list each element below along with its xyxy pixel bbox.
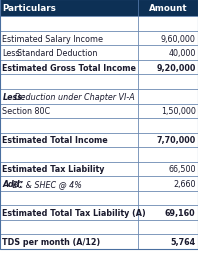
Bar <box>138 119 198 133</box>
Bar <box>138 17 198 32</box>
Bar <box>0 220 138 234</box>
Bar <box>138 90 198 104</box>
Text: 69,160: 69,160 <box>165 208 196 217</box>
Text: Deduction under Chapter VI-A: Deduction under Chapter VI-A <box>12 92 134 101</box>
Text: Estimated Total Income: Estimated Total Income <box>2 136 108 145</box>
Text: Estimated Gross Total Income: Estimated Gross Total Income <box>2 64 136 72</box>
Text: Particulars: Particulars <box>2 4 56 13</box>
Text: TDS per month (A/12): TDS per month (A/12) <box>2 237 101 246</box>
Bar <box>0 133 138 148</box>
Bar <box>0 119 138 133</box>
Bar <box>138 75 198 90</box>
Text: Less:: Less: <box>2 49 23 58</box>
Bar <box>138 162 198 177</box>
Bar <box>138 104 198 119</box>
Text: Standard Deduction: Standard Deduction <box>12 49 97 58</box>
Bar <box>0 61 138 75</box>
Bar <box>138 61 198 75</box>
Text: Section 80C: Section 80C <box>2 107 50 116</box>
Bar <box>0 0 138 17</box>
Bar <box>0 32 138 46</box>
Text: Estimated Salary Income: Estimated Salary Income <box>2 35 103 43</box>
Text: Less:: Less: <box>2 92 26 101</box>
Bar <box>138 191 198 205</box>
Bar <box>138 148 198 162</box>
Bar <box>138 0 198 17</box>
Bar <box>0 75 138 90</box>
Bar <box>0 17 138 32</box>
Text: 5,764: 5,764 <box>170 237 196 246</box>
Bar <box>138 46 198 61</box>
Text: 9,60,000: 9,60,000 <box>161 35 196 43</box>
Text: Estimated Tax Liability: Estimated Tax Liability <box>2 165 105 174</box>
Text: EC & SHEC @ 4%: EC & SHEC @ 4% <box>10 179 82 188</box>
Text: Amount: Amount <box>148 4 187 13</box>
Text: Estimated Total Tax Liability (A): Estimated Total Tax Liability (A) <box>2 208 146 217</box>
Bar <box>0 148 138 162</box>
Text: 1,50,000: 1,50,000 <box>161 107 196 116</box>
Bar <box>0 46 138 61</box>
Bar <box>0 177 138 191</box>
Bar <box>138 177 198 191</box>
Text: 66,500: 66,500 <box>168 165 196 174</box>
Bar <box>0 191 138 205</box>
Bar <box>138 133 198 148</box>
Bar <box>138 220 198 234</box>
Bar <box>0 234 138 249</box>
Bar <box>138 205 198 220</box>
Bar <box>138 32 198 46</box>
Text: 7,70,000: 7,70,000 <box>156 136 196 145</box>
Bar <box>138 234 198 249</box>
Bar <box>0 205 138 220</box>
Text: Add:: Add: <box>2 179 23 188</box>
Bar <box>0 162 138 177</box>
Bar <box>0 90 138 104</box>
Text: 40,000: 40,000 <box>168 49 196 58</box>
Text: 2,660: 2,660 <box>173 179 196 188</box>
Bar <box>0 104 138 119</box>
Text: 9,20,000: 9,20,000 <box>156 64 196 72</box>
